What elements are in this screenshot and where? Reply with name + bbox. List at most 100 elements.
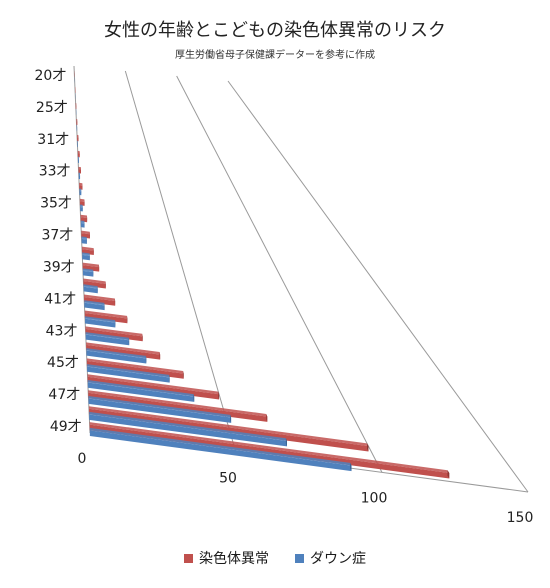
bar-chromosome-15 — [84, 312, 128, 324]
category-label-12: 39才 — [43, 259, 75, 275]
legend-swatch-series-1 — [184, 553, 193, 563]
bar-top-chromosome-14 — [83, 294, 116, 301]
x-tick-label-0: 0 — [78, 451, 87, 467]
gridline-100 — [176, 75, 383, 473]
bar-down-8 — [80, 207, 83, 212]
category-label-18: 45才 — [47, 355, 79, 371]
bar-top-chromosome-13 — [83, 278, 106, 284]
bar-down-13 — [83, 286, 98, 294]
bar-down-11 — [82, 254, 90, 261]
bar-cap-down-19 — [193, 394, 195, 402]
bar-chromosome-2 — [75, 105, 77, 110]
bar-top-chromosome-4 — [77, 134, 79, 138]
bar-top-down-10 — [81, 236, 87, 240]
bar-down-14 — [84, 302, 105, 311]
bar-top-chromosome-7 — [79, 182, 83, 186]
bar-chromosome-5 — [77, 153, 80, 158]
legend-label-series-2: ダウン症 — [310, 551, 366, 567]
legend-item-series-2: ダウン症 — [295, 548, 366, 568]
bar-top-chromosome-19 — [87, 374, 220, 395]
bar-cap-down-21 — [285, 438, 287, 447]
bar-down-20 — [88, 398, 232, 423]
bar-cap-chromosome-19 — [218, 391, 220, 400]
bar-top-down-21 — [89, 411, 287, 441]
category-label-6: 33才 — [39, 164, 71, 180]
x-tick-label-100: 100 — [361, 490, 388, 506]
bar-top-down-3 — [76, 124, 78, 128]
bar-cap-chromosome-22 — [447, 470, 450, 479]
bar-top-chromosome-20 — [88, 390, 268, 417]
bar-chromosome-21 — [88, 408, 369, 452]
bar-top-chromosome-2 — [75, 103, 77, 106]
bar-top-down-12 — [82, 268, 94, 273]
x-tick-label-50: 50 — [219, 471, 237, 487]
category-label-22: 49才 — [50, 419, 82, 435]
bar-top-down-6 — [78, 172, 81, 176]
bar-down-12 — [82, 270, 94, 277]
bar-top-down-4 — [77, 140, 78, 144]
bar-chromosome-3 — [76, 121, 78, 126]
category-label-14: 41才 — [44, 291, 76, 307]
bar-top-chromosome-6 — [78, 166, 82, 170]
category-label-20: 47才 — [48, 387, 80, 403]
bar-top-down-7 — [79, 188, 82, 192]
category-label-0: 20才 — [35, 68, 67, 84]
bar-cap-down-20 — [230, 414, 232, 423]
bar-chromosome-4 — [77, 137, 79, 142]
bar-top-down-5 — [77, 156, 79, 160]
bar-top-chromosome-3 — [76, 118, 78, 122]
bar-top-down-17 — [86, 348, 147, 359]
bar-top-chromosome-17 — [86, 342, 161, 355]
gridline-150 — [227, 80, 529, 493]
bar-down-7 — [79, 191, 82, 196]
bar-top-chromosome-5 — [77, 150, 80, 154]
bar-down-9 — [80, 222, 85, 228]
bar-top-chromosome-11 — [81, 246, 94, 251]
bar-down-16 — [85, 334, 130, 346]
bar-top-down-20 — [88, 395, 232, 418]
bar-down-17 — [86, 350, 147, 364]
bar-top-chromosome-12 — [82, 262, 100, 268]
bar-chromosome-22 — [89, 424, 450, 479]
bar-top-chromosome-10 — [81, 230, 90, 235]
bar-top-down-22 — [89, 427, 352, 466]
bar-top-chromosome-9 — [80, 214, 88, 219]
legend-swatch-series-2 — [295, 553, 304, 563]
bar-down-6 — [78, 175, 81, 180]
bar-cap-down-18 — [169, 374, 170, 383]
gridline-50 — [124, 70, 237, 453]
bar-down-10 — [81, 238, 87, 244]
bar-top-down-15 — [84, 316, 116, 323]
bar-top-chromosome-22 — [89, 422, 450, 473]
category-label-8: 35才 — [40, 196, 72, 212]
bar-down-5 — [78, 159, 79, 164]
x-tick-label-150: 150 — [507, 510, 534, 526]
bar-down-15 — [85, 318, 116, 328]
bar-down-21 — [89, 414, 287, 447]
bar-down-4 — [77, 143, 78, 147]
bar-top-chromosome-15 — [84, 310, 128, 319]
bar-top-down-14 — [84, 300, 105, 306]
legend-label-series-1: 染色体異常 — [199, 551, 269, 567]
bar-top-down-13 — [83, 284, 98, 289]
bar-top-down-19 — [87, 380, 195, 397]
legend-item-series-1: 染色体異常 — [184, 548, 269, 568]
bar-cap-chromosome-18 — [183, 371, 184, 379]
category-label-2: 25才 — [36, 100, 68, 116]
bar-cap-chromosome-20 — [266, 413, 268, 422]
bar-chromosome-14 — [84, 297, 116, 306]
bar-cap-down-22 — [350, 462, 352, 472]
category-label-4: 31才 — [37, 132, 69, 148]
bar-top-chromosome-16 — [85, 326, 143, 337]
bar-down-18 — [87, 366, 170, 383]
bar-cap-chromosome-21 — [367, 443, 369, 452]
bar-top-down-11 — [82, 252, 90, 256]
category-label-16: 43才 — [46, 323, 78, 339]
bar-down-22 — [89, 430, 352, 472]
bar-chromosome-7 — [79, 185, 83, 190]
chart-subtitle: 厚生労働省母子保健課データーを参考に作成 — [175, 50, 375, 61]
bar-top-down-9 — [80, 220, 85, 224]
bar-top-down-18 — [86, 364, 170, 378]
